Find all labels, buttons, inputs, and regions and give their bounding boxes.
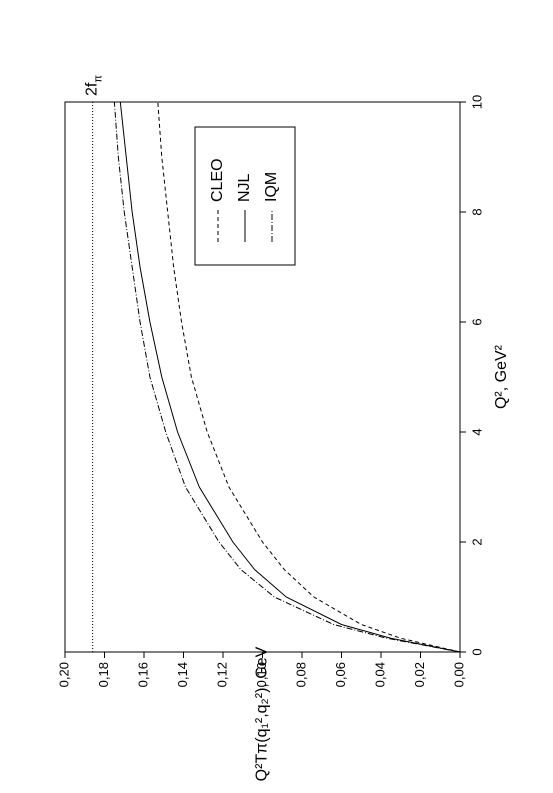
reference-label: 2fπ: [84, 75, 105, 96]
y-tick-label: 0,14: [175, 662, 190, 687]
reference-label-main: 2f: [84, 82, 101, 96]
y-tick-label: 0,08: [293, 662, 308, 687]
y-tick-label: 0,02: [412, 662, 427, 687]
x-tick-label: 4: [469, 428, 484, 435]
rotated-plot: 0 2 4 6 8 10 0,00 0,02 0,04 0,06 0,08 0,10 0,12 0,14 0…: [56, 75, 510, 782]
reference-label-sub: π: [93, 75, 105, 83]
y-tick-label: 0,06: [333, 662, 348, 687]
legend-label: IQM: [263, 172, 280, 202]
legend-label: NJL: [236, 173, 253, 202]
legend-label: CLEO: [209, 158, 226, 202]
series-line: [113, 101, 461, 653]
y-tick-label: 0,12: [214, 662, 229, 687]
x-tick-label: 6: [469, 318, 484, 325]
y-tick-label: 0,04: [372, 662, 387, 687]
series-line: [119, 101, 461, 653]
x-tick-label: 0: [469, 648, 484, 655]
legend-box: [194, 126, 296, 266]
x-tick-label: 10: [469, 95, 484, 109]
x-tick-label: 8: [469, 208, 484, 215]
x-axis-title: Q², GeV²: [493, 344, 510, 409]
y-tick-label: 0,10: [254, 662, 269, 687]
x-tick-label: 2: [469, 538, 484, 545]
y-tick-label: 0,20: [56, 662, 71, 687]
y-tick-label: 0,00: [451, 662, 466, 687]
y-tick-label: 0,16: [135, 662, 150, 687]
y-tick-label: 0,18: [96, 662, 111, 687]
y-axis-title: Q²Tπ(q₁²,q₂²), GeV: [254, 646, 271, 781]
series-line: [157, 101, 461, 653]
